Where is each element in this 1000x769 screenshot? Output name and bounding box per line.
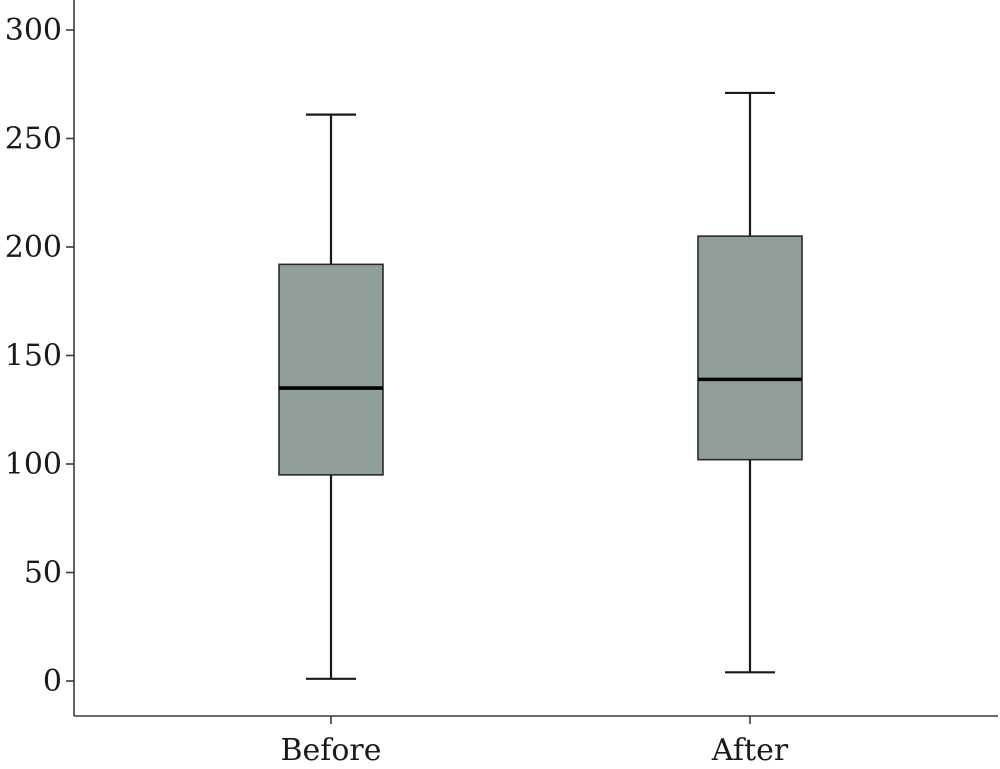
box-after xyxy=(697,91,803,674)
y-tick-label: 300 xyxy=(5,13,62,48)
y-tick-label: 50 xyxy=(24,556,62,591)
iqr-box xyxy=(697,235,803,461)
box-before xyxy=(278,113,384,680)
x-category-label: After xyxy=(711,733,789,768)
y-tick-label: 200 xyxy=(5,230,62,265)
y-tick-label: 0 xyxy=(43,664,62,699)
x-category-label: Before xyxy=(280,733,381,768)
axes: 0 50 100 150 200 250 300 Before After xyxy=(5,0,998,768)
iqr-box xyxy=(278,263,384,476)
y-tick-label: 250 xyxy=(5,122,62,157)
boxes xyxy=(278,91,803,680)
y-tick-label: 150 xyxy=(5,339,62,374)
y-tick-label: 100 xyxy=(5,447,62,482)
